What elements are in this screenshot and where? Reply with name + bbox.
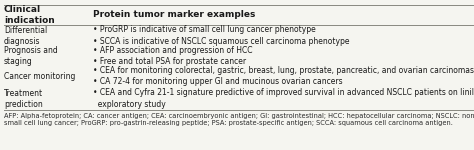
Text: Clinical
indication: Clinical indication <box>4 4 55 25</box>
Text: • CEA and Cyfra 21-1 signature predictive of improved survival in advanced NSCLC: • CEA and Cyfra 21-1 signature predictiv… <box>93 88 474 109</box>
Text: Differential
diagnosis: Differential diagnosis <box>4 26 47 46</box>
Text: • ProGRP is indicative of small cell lung cancer phenotype
• SCCA is indicative : • ProGRP is indicative of small cell lun… <box>93 25 350 46</box>
Text: • AFP association and progression of HCC
• Free and total PSA for prostate cance: • AFP association and progression of HCC… <box>93 46 253 66</box>
Text: Prognosis and
staging: Prognosis and staging <box>4 46 57 66</box>
Text: Treatment
prediction: Treatment prediction <box>4 88 43 109</box>
Text: • CEA for monitoring colorectal, gastric, breast, lung, prostate, pancreatic, an: • CEA for monitoring colorectal, gastric… <box>93 66 474 86</box>
Text: Protein tumor marker examples: Protein tumor marker examples <box>93 10 256 19</box>
Text: AFP: Alpha-fetoprotein; CA: cancer antigen; CEA: carcinoembryonic antigen; GI: g: AFP: Alpha-fetoprotein; CA: cancer antig… <box>4 113 474 126</box>
Text: Cancer monitoring: Cancer monitoring <box>4 72 75 81</box>
